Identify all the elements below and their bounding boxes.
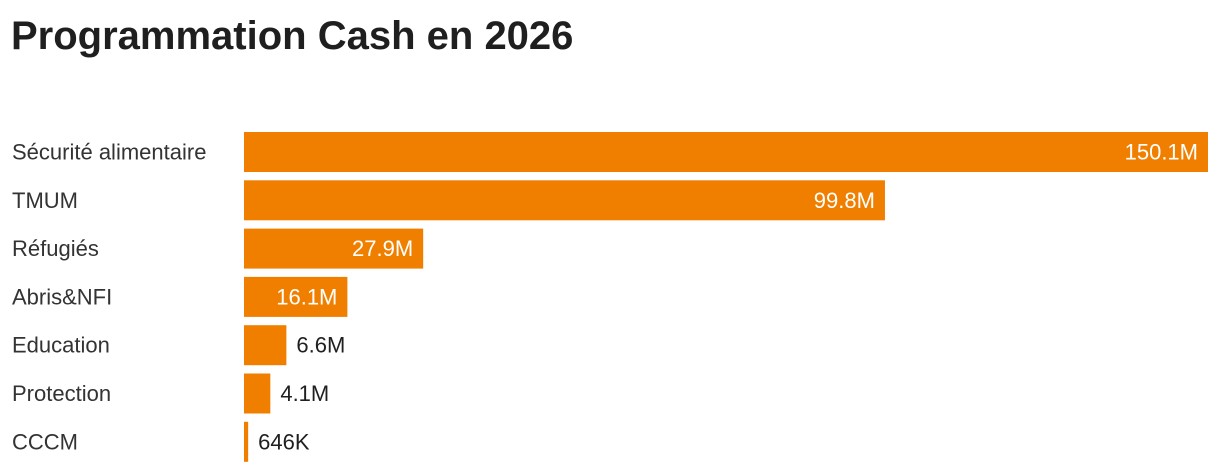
category-label: Education: [12, 333, 110, 358]
chart-title: Programmation Cash en 2026: [11, 14, 574, 58]
category-label: Réfugiés: [12, 236, 99, 261]
bar: [244, 180, 885, 221]
value-label: 150.1M: [1125, 140, 1198, 165]
category-label: Sécurité alimentaire: [12, 140, 206, 165]
bar: [244, 325, 287, 366]
category-label: Protection: [12, 381, 111, 406]
value-label: 6.6M: [296, 333, 345, 358]
bars-layer: Sécurité alimentaire 150.1M TMUM 99.8M Réfug…: [12, 132, 1208, 462]
category-label: Abris&NFI: [12, 284, 112, 309]
bar: [244, 276, 348, 317]
value-label: 16.1M: [276, 284, 337, 309]
bar: [244, 228, 424, 269]
value-label: 646K: [258, 429, 310, 454]
category-label: TMUM: [12, 188, 78, 213]
bar: [244, 373, 271, 414]
bar: [244, 132, 1208, 172]
value-label: 27.9M: [352, 236, 413, 261]
value-label: 4.1M: [280, 381, 329, 406]
value-label: 99.8M: [814, 188, 875, 213]
bar: [244, 421, 249, 462]
category-label: CCCM: [12, 429, 78, 454]
